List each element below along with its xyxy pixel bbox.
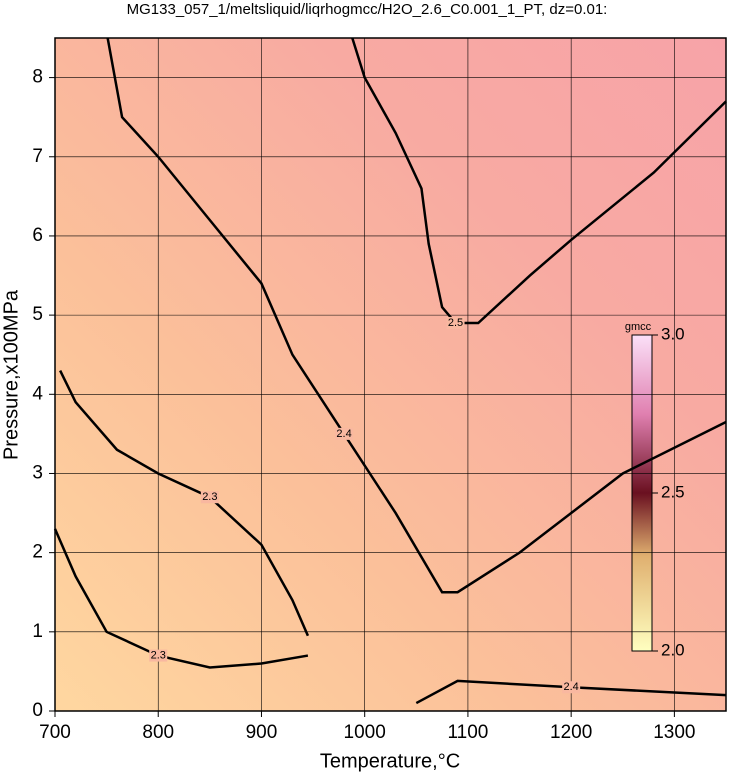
colorbar bbox=[631, 334, 653, 652]
contour-label-bg bbox=[200, 491, 219, 504]
y-tick-label: 6 bbox=[32, 225, 43, 246]
plot-frame bbox=[54, 37, 727, 712]
x-axis-label: Temperature,°C bbox=[320, 750, 460, 772]
y-tick-label: 0 bbox=[32, 700, 43, 721]
contour-line bbox=[59, 369, 310, 637]
y-axis-label: Pressure,x100MPa bbox=[0, 289, 22, 460]
contour-label-bg bbox=[562, 681, 581, 694]
x-tick-label: 1200 bbox=[550, 722, 592, 743]
chart-title: MG133_057_1/meltsliquid/liqrhogmcc/H2O_2… bbox=[127, 1, 608, 18]
colorbar-label: gmcc bbox=[625, 321, 652, 333]
plot-background bbox=[55, 38, 726, 711]
colorbar-tick-label: 3.0 bbox=[661, 324, 685, 343]
contour-label: 2.3 bbox=[202, 491, 217, 503]
contour-label: 2.5 bbox=[448, 317, 463, 329]
contour-line bbox=[415, 679, 727, 705]
x-tick-label: 900 bbox=[246, 722, 278, 743]
y-tick-label: 4 bbox=[32, 383, 43, 404]
contour-label: 2.4 bbox=[564, 681, 579, 693]
x-tick-label: 700 bbox=[39, 722, 71, 743]
y-tick-label: 2 bbox=[32, 542, 43, 563]
contour-label-bg bbox=[149, 649, 168, 662]
contour-line bbox=[351, 37, 727, 325]
contour-label: 2.3 bbox=[151, 649, 166, 661]
y-tick-label: 8 bbox=[32, 67, 43, 88]
y-tick-label: 5 bbox=[32, 304, 43, 325]
x-tick-label: 800 bbox=[142, 722, 174, 743]
contour-label-bg bbox=[335, 427, 354, 440]
colorbar-tick-label: 2.0 bbox=[661, 640, 685, 659]
x-tick-label: 1000 bbox=[344, 722, 386, 743]
y-tick-label: 1 bbox=[32, 621, 43, 642]
x-tick-label: 1100 bbox=[447, 722, 488, 743]
contour-label: 2.4 bbox=[336, 428, 351, 440]
y-tick-label: 3 bbox=[32, 462, 43, 483]
x-tick-label: 1300 bbox=[653, 722, 695, 743]
y-tick-label: 7 bbox=[32, 146, 43, 167]
contour-label-bg bbox=[446, 317, 465, 330]
colorbar-tick-label: 2.5 bbox=[661, 482, 685, 501]
